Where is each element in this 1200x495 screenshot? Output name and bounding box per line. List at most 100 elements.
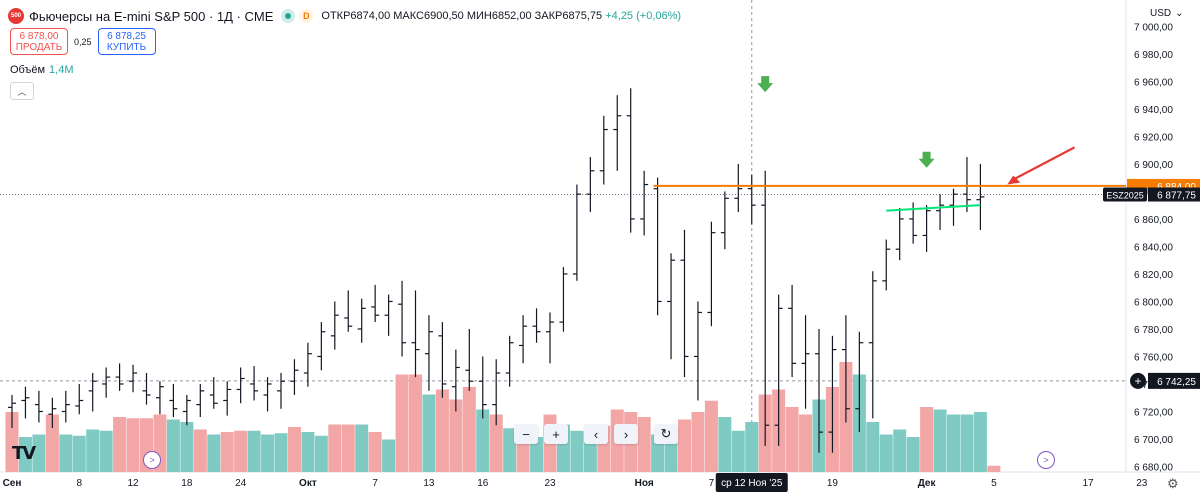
y-tick-label: 6 820,00 xyxy=(1134,270,1173,281)
y-tick-label: 6 900,00 xyxy=(1134,160,1173,171)
y-tick-label: 7 000,00 xyxy=(1134,22,1173,33)
open-value: 6874,00 xyxy=(350,10,391,22)
reset-chart-button[interactable]: ↻ xyxy=(654,424,678,444)
volume-bar xyxy=(287,427,301,472)
volume-bar xyxy=(395,374,409,472)
volume-bar xyxy=(32,434,46,472)
chart-header: 500 Фьючерсы на E-mini S&P 500 · 1Д · CM… xyxy=(8,6,681,26)
crosshair-price-box xyxy=(1148,372,1200,389)
y-tick-label: 6 780,00 xyxy=(1134,325,1173,336)
gear-icon[interactable]: ⚙ xyxy=(1167,476,1179,491)
buy-button[interactable]: 6 878,25 КУПИТЬ xyxy=(97,28,156,55)
x-tick-label: 18 xyxy=(181,478,193,489)
close-value: 6875,75 xyxy=(562,10,603,22)
open-label: ОТКР xyxy=(321,10,351,22)
volume-bar xyxy=(718,417,732,472)
symbol-code-box xyxy=(1103,187,1147,202)
x-tick-label: 13 xyxy=(423,478,435,489)
x-tick-label: 23 xyxy=(1136,478,1148,489)
high-label: МАКС xyxy=(393,10,424,22)
volume-bar xyxy=(489,414,503,472)
volume-bar xyxy=(678,419,691,472)
volume-bar xyxy=(314,435,328,472)
volume-bar xyxy=(126,418,140,472)
volume-bar xyxy=(879,434,893,472)
add-alert-icon xyxy=(1130,372,1146,389)
x-tick-label: 12 xyxy=(127,478,139,489)
crosshair-date-label: ср 12 Ноя '25 xyxy=(721,478,783,489)
volume-bar xyxy=(274,433,288,472)
zoom-out-button[interactable]: − xyxy=(514,424,538,444)
x-tick-label: 17 xyxy=(1082,478,1094,489)
volume-bar xyxy=(45,414,59,472)
go-to-date-icon[interactable]: > xyxy=(143,451,161,469)
volume-bar xyxy=(207,434,221,472)
y-tick-label: 6 920,00 xyxy=(1134,132,1173,143)
y-tick-label: 6 720,00 xyxy=(1134,407,1173,418)
currency-selector[interactable]: USD xyxy=(1150,8,1184,19)
volume-bar xyxy=(234,430,248,472)
red-arrow-head-icon xyxy=(1007,175,1021,185)
green-down-arrow-icon xyxy=(757,76,774,93)
volume-bar xyxy=(637,417,651,472)
x-tick-label: 16 xyxy=(477,478,489,489)
y-tick-label: 6 760,00 xyxy=(1134,352,1173,363)
delayed-data-badge[interactable]: D xyxy=(299,9,314,23)
volume-bar xyxy=(59,434,73,472)
x-tick-label: Ноя xyxy=(635,478,654,489)
volume-bar xyxy=(745,422,759,472)
go-to-realtime-icon[interactable]: > xyxy=(1037,451,1055,469)
sell-label: ПРОДАТЬ xyxy=(15,41,63,53)
last-price-box xyxy=(1148,187,1200,202)
y-tick-label: 6 800,00 xyxy=(1134,297,1173,308)
y-tick-label: 6 860,00 xyxy=(1134,215,1173,226)
x-tick-label: 23 xyxy=(544,478,556,489)
volume-bar xyxy=(355,424,369,472)
volume-bar xyxy=(341,424,355,472)
scroll-right-button[interactable]: › xyxy=(614,424,638,444)
scroll-left-button[interactable]: ‹ xyxy=(584,424,608,444)
chart-navigation: − + ‹ › ↻ xyxy=(514,424,678,444)
symbol-code-label: ESZ2025 xyxy=(1106,191,1144,201)
y-tick-label: 6 840,00 xyxy=(1134,242,1173,253)
crosshair-price-label: 6 742,25 xyxy=(1157,377,1196,388)
volume-bar xyxy=(301,432,315,472)
ohlc-legend: ОТКР6874,00 МАКС6900,50 МИН6852,00 ЗАКР6… xyxy=(321,10,681,22)
x-tick-label: Сен xyxy=(3,478,22,489)
symbol-title[interactable]: Фьючерсы на E-mini S&P 500 · 1Д · CME xyxy=(29,8,274,24)
x-tick-label: 24 xyxy=(235,478,247,489)
volume-bar xyxy=(166,419,180,472)
volume-bar xyxy=(960,414,974,472)
tradingview-logo[interactable]: TV xyxy=(12,443,36,464)
volume-bar xyxy=(409,374,422,472)
y-tick-label: 6 700,00 xyxy=(1134,435,1173,446)
sell-button[interactable]: 6 878,00 ПРОДАТЬ xyxy=(10,28,68,55)
y-tick-label: 6 680,00 xyxy=(1134,462,1173,473)
symbol-logo-icon[interactable]: 500 xyxy=(8,8,24,24)
spread-value: 0,25 xyxy=(74,36,92,47)
zoom-in-button[interactable]: + xyxy=(544,424,568,444)
volume-bar xyxy=(18,437,32,472)
level-price-label: 6 884,00 xyxy=(1157,182,1196,193)
volume-legend[interactable]: Объём 1,4M xyxy=(10,64,74,76)
visibility-icon[interactable] xyxy=(281,9,296,23)
volume-bar xyxy=(530,437,544,472)
green-trend-line xyxy=(886,204,981,212)
volume-bar xyxy=(476,409,490,472)
volume-bar xyxy=(462,387,476,472)
volume-bar xyxy=(973,412,987,472)
high-value: 6900,50 xyxy=(423,10,464,22)
x-tick-label: 7 xyxy=(372,478,378,489)
low-label: МИН xyxy=(466,10,492,22)
volume-bar xyxy=(570,430,584,472)
volume-bar xyxy=(920,407,934,472)
change-value: +4,25 (+0,06%) xyxy=(605,10,682,22)
volume-bar xyxy=(220,432,234,472)
x-tick-label: 7 xyxy=(709,478,715,489)
volume-bar xyxy=(113,417,127,472)
chevron-up-icon[interactable]: ︿ xyxy=(10,82,34,100)
volume-bar xyxy=(328,424,342,472)
volume-bar xyxy=(449,399,463,472)
volume-bar xyxy=(435,389,449,472)
